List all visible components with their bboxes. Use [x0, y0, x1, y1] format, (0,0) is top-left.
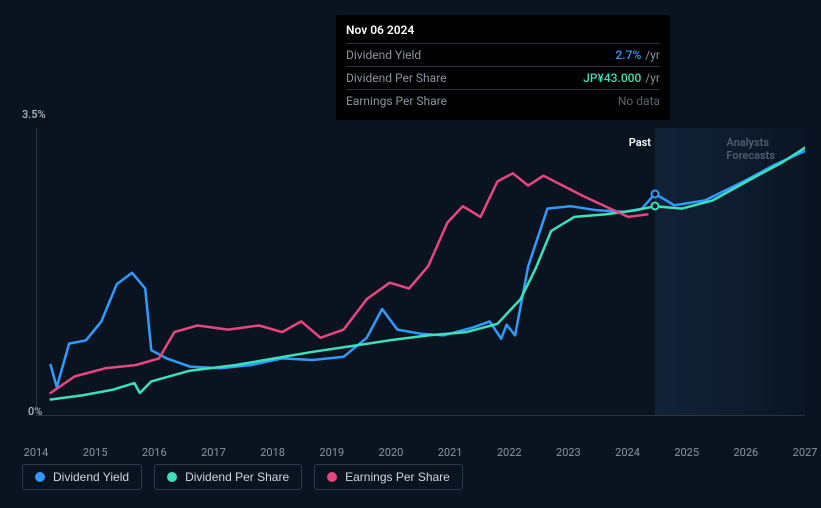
- chart-lines-svg: [36, 128, 805, 416]
- x-axis-tick: 2014: [24, 446, 49, 459]
- legend-item-earnings-per-share[interactable]: Earnings Per Share: [314, 464, 463, 490]
- tooltip-row-label: Dividend Yield: [346, 48, 421, 62]
- x-axis-tick: 2019: [319, 446, 344, 459]
- tooltip-row-value: No data: [618, 94, 660, 108]
- tooltip-date: Nov 06 2024: [346, 23, 660, 44]
- x-axis-tick: 2025: [674, 446, 699, 459]
- tooltip-row-label: Dividend Per Share: [346, 71, 447, 85]
- x-axis-tick: 2015: [83, 446, 108, 459]
- x-axis-tick: 2020: [379, 446, 404, 459]
- tooltip-row-value: JP¥43.000/yr: [583, 71, 660, 85]
- tooltip-row: Dividend Yield 2.7%/yr: [346, 44, 660, 67]
- legend-item-dividend-yield[interactable]: Dividend Yield: [22, 464, 142, 490]
- legend-swatch-icon: [167, 472, 177, 482]
- legend-label: Dividend Yield: [53, 470, 129, 484]
- tooltip-row: Earnings Per Share No data: [346, 90, 660, 112]
- chart-tooltip: Nov 06 2024 Dividend Yield2.7%/yrDividen…: [336, 15, 670, 120]
- dividend-chart: 3.5% 0% Past Analysts Forecasts 20142015…: [16, 108, 805, 428]
- x-axis-tick: 2021: [438, 446, 463, 459]
- tooltip-row-label: Earnings Per Share: [346, 94, 447, 108]
- y-axis-max-label: 3.5%: [22, 108, 46, 121]
- x-axis-tick: 2017: [201, 446, 226, 459]
- x-axis-tick: 2018: [260, 446, 285, 459]
- x-axis-tick: 2016: [142, 446, 167, 459]
- tooltip-row: Dividend Per Share JP¥43.000/yr: [346, 67, 660, 90]
- chart-marker-dot: [651, 189, 660, 198]
- chart-marker-dot: [651, 202, 660, 211]
- x-axis-tick: 2022: [497, 446, 522, 459]
- chart-series-line: [51, 148, 805, 400]
- legend-label: Earnings Per Share: [345, 470, 450, 484]
- x-axis-tick: 2023: [556, 446, 581, 459]
- legend-swatch-icon: [327, 472, 337, 482]
- tooltip-row-value: 2.7%/yr: [615, 48, 660, 62]
- x-axis-tick: 2024: [615, 446, 640, 459]
- chart-legend: Dividend Yield Dividend Per Share Earnin…: [22, 464, 463, 490]
- legend-item-dividend-per-share[interactable]: Dividend Per Share: [154, 464, 302, 490]
- legend-swatch-icon: [35, 472, 45, 482]
- x-axis-tick: 2026: [733, 446, 758, 459]
- x-axis-tick: 2027: [793, 446, 818, 459]
- legend-label: Dividend Per Share: [185, 470, 289, 484]
